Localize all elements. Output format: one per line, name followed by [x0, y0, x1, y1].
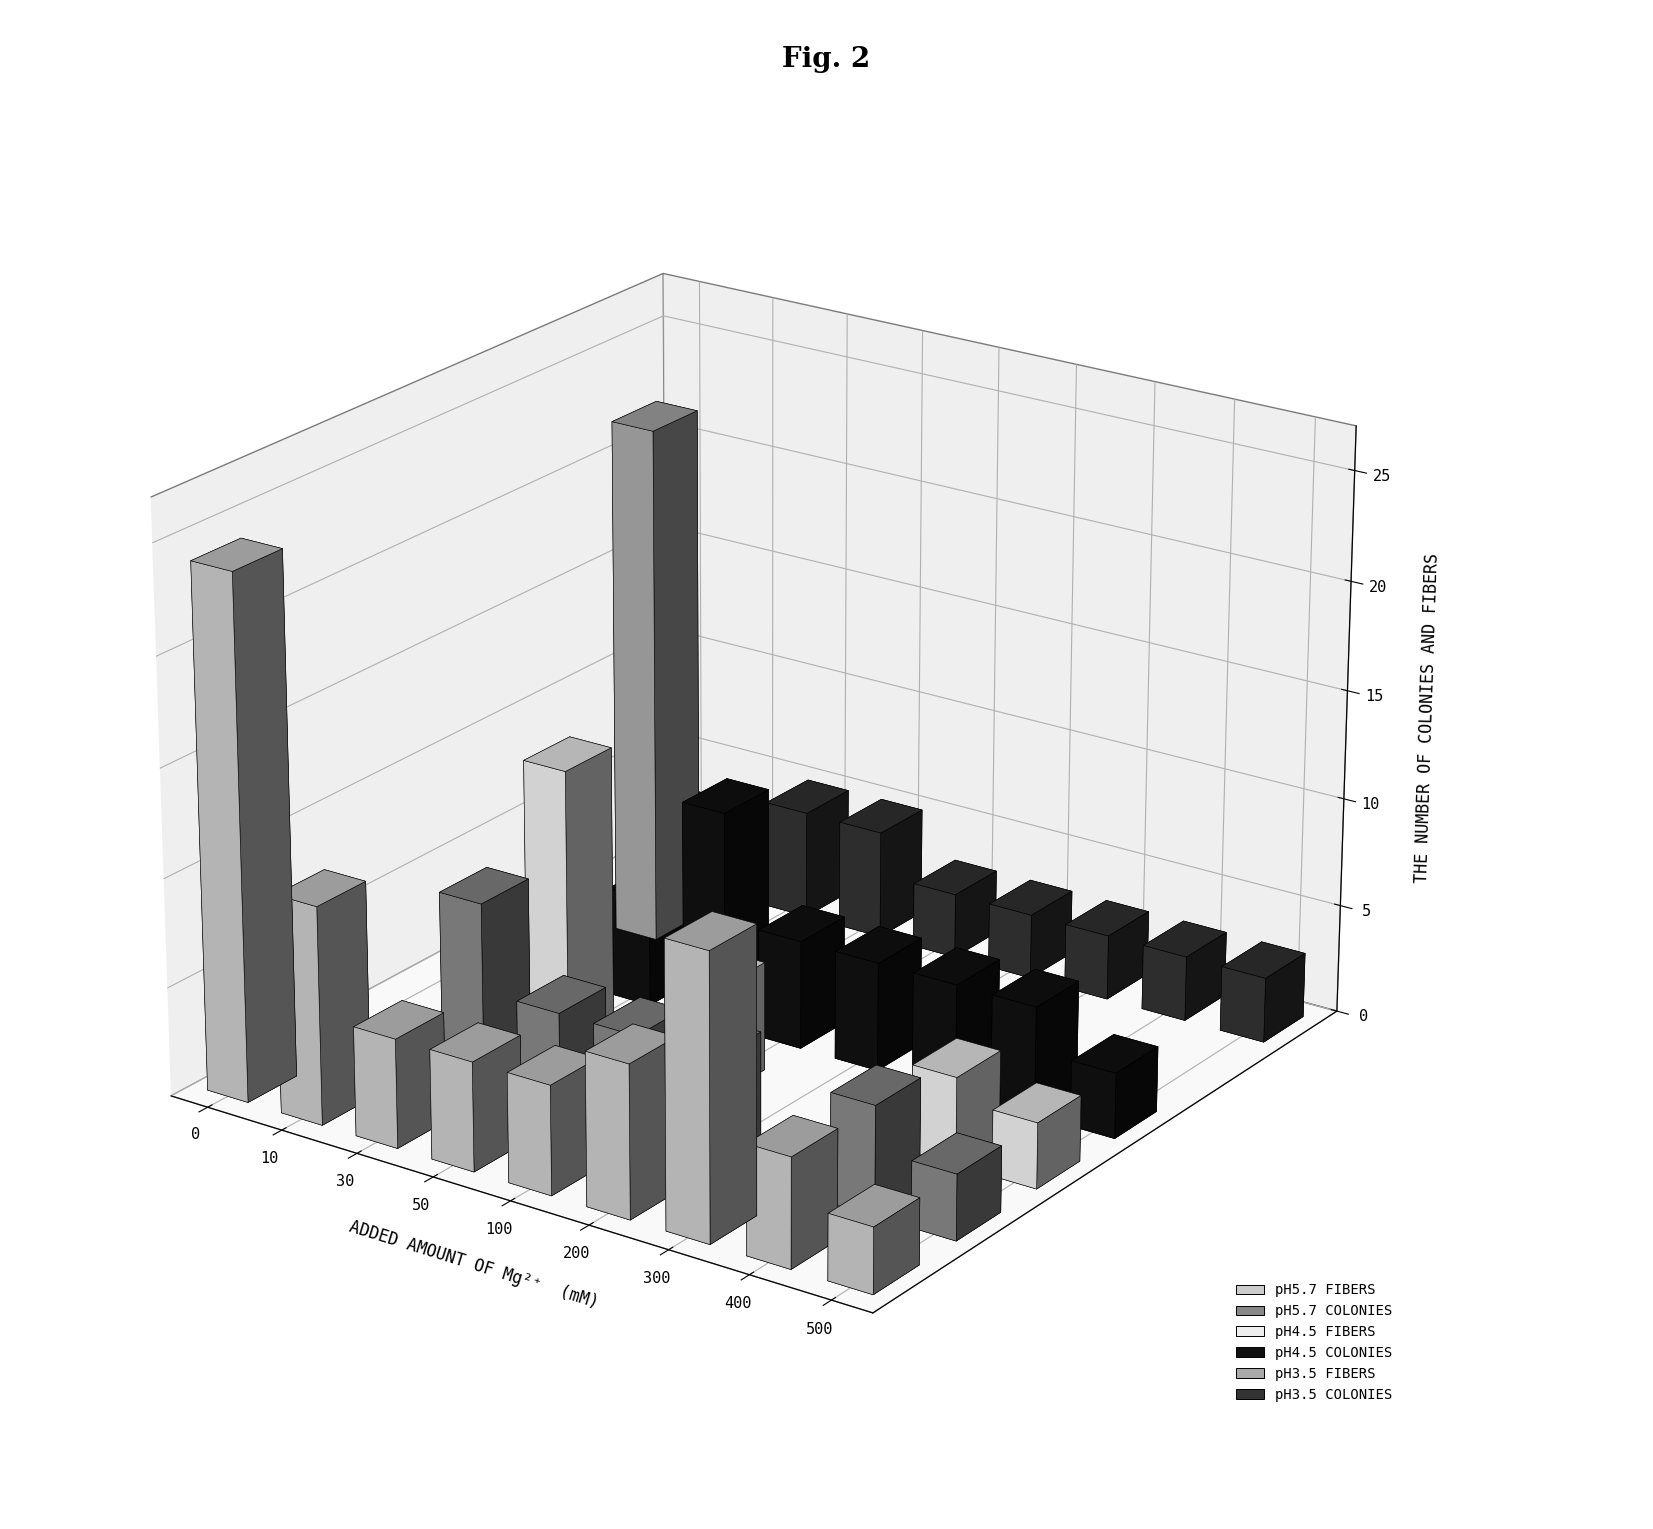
X-axis label: ADDED AMOUNT OF Mg²⁺  (mM): ADDED AMOUNT OF Mg²⁺ (mM): [347, 1219, 600, 1312]
Text: Fig. 2: Fig. 2: [782, 46, 871, 73]
Legend: pH5.7 FIBERS, pH5.7 COLONIES, pH4.5 FIBERS, pH4.5 COLONIES, pH3.5 FIBERS, pH3.5 : pH5.7 FIBERS, pH5.7 COLONIES, pH4.5 FIBE…: [1231, 1278, 1398, 1408]
